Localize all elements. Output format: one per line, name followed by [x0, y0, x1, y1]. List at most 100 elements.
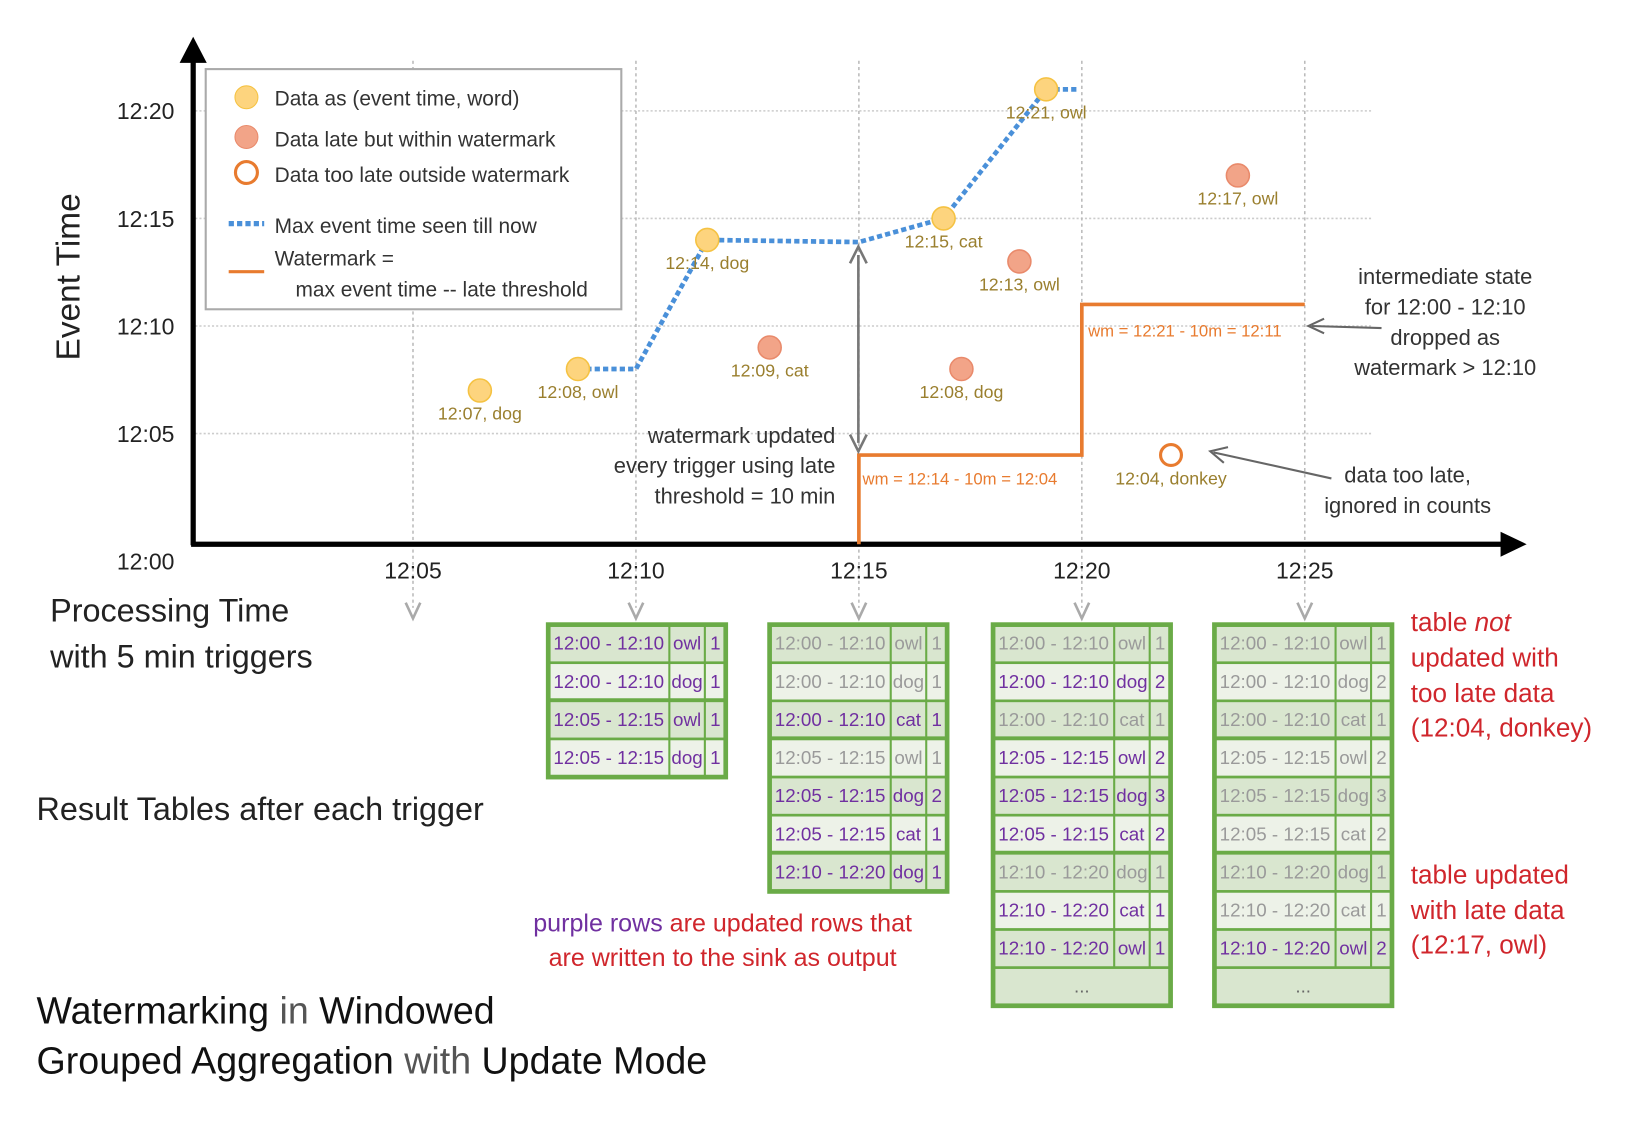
data-point-label: 12:09, cat: [731, 361, 809, 381]
note-not: not: [1475, 607, 1513, 637]
count-cell: 2: [1376, 747, 1386, 768]
count-cell: 1: [1376, 709, 1386, 730]
x-tick-label: 12:05: [384, 558, 441, 584]
word-cell: cat: [896, 709, 922, 730]
count-cell: 1: [931, 671, 941, 692]
data-point-late: [949, 356, 974, 382]
table-row: 12:10 - 12:20 owl 1: [991, 928, 1172, 969]
window-cell: 12:10 - 12:20: [1220, 861, 1331, 882]
count-cell: 2: [1155, 823, 1165, 844]
count-cell: 1: [1155, 709, 1165, 730]
window-cell: 12:05 - 12:15: [553, 747, 664, 768]
word-cell: cat: [896, 823, 922, 844]
word-cell: owl: [1118, 747, 1146, 768]
table-row: 12:05 - 12:15 dog 3: [1213, 775, 1394, 817]
x-axis-arrow-icon: [1500, 531, 1527, 557]
y-tick-label: 12:20: [117, 98, 174, 124]
data-point-late: [1007, 249, 1032, 274]
table-row: 12:05 - 12:15 cat 1: [768, 813, 949, 856]
word-cell: owl: [1339, 747, 1367, 768]
table-border: [767, 622, 950, 894]
table-row: 12:10 - 12:20 dog 1: [991, 852, 1172, 893]
count-cell: 1: [1155, 899, 1165, 920]
word-cell: dog: [671, 671, 702, 692]
window-cell: 12:00 - 12:10: [1220, 709, 1331, 730]
note-a: table: [1411, 607, 1475, 637]
word-cell: owl: [1118, 633, 1146, 654]
watermark-update-annotation: watermark updated every trigger using la…: [614, 243, 868, 509]
count-cell: 1: [1376, 899, 1386, 920]
window-cell: 12:00 - 12:10: [553, 671, 664, 692]
updated-note: table updated with late data (12:17, owl…: [1410, 860, 1569, 960]
title-line-2: Grouped Aggregation with Update Mode: [37, 1040, 708, 1082]
data-point-label: 12:13, owl: [979, 275, 1060, 295]
table-border: [990, 622, 1173, 1009]
x-axis-label-2: with 5 min triggers: [49, 638, 313, 674]
window-cell: 12:05 - 12:15: [1220, 823, 1331, 844]
purple-rows-rest: are updated rows that: [663, 910, 912, 938]
count-cell: 1: [931, 747, 941, 768]
table-row: 12:00 - 12:10 cat 1: [1213, 699, 1394, 742]
data-point-on_time: [467, 378, 493, 403]
window-cell: 12:00 - 12:10: [1220, 633, 1331, 654]
max-event-time-line: [577, 87, 1078, 372]
count-cell: 1: [710, 671, 720, 692]
data-point-too_late: [1158, 443, 1184, 468]
result-table-12:10: 12:00 - 12:10 owl 112:00 - 12:10 dog 112:05 …: [545, 622, 729, 780]
table-row: 12:00 - 12:10 dog 2: [1213, 661, 1394, 703]
intermediate-line-2: for 12:00 - 12:10: [1365, 294, 1526, 319]
window-cell: 12:10 - 12:20: [998, 899, 1109, 920]
window-cell: 12:00 - 12:10: [553, 633, 664, 654]
window-cell: 12:10 - 12:20: [1220, 899, 1331, 920]
window-cell: 12:10 - 12:20: [775, 861, 886, 882]
watermark-label-2: wm = 12:21 - 10m = 12:11: [1087, 321, 1282, 340]
legend-max-line: Max event time seen till now: [275, 215, 538, 238]
updated-line-2: with late data: [1410, 895, 1565, 925]
word-cell: owl: [894, 633, 922, 654]
title-e: with: [394, 1040, 482, 1082]
result-table-12:20: 12:00 - 12:10 owl 112:00 - 12:10 dog 212:00 …: [990, 622, 1173, 1009]
word-cell: owl: [1118, 938, 1146, 959]
result-table-12:25: 12:00 - 12:10 owl 112:00 - 12:10 dog 212:00 …: [1212, 622, 1395, 1009]
word-cell: dog: [893, 671, 924, 692]
count-cell: 2: [1376, 823, 1386, 844]
count-cell: 1: [710, 633, 720, 654]
data-point-late: [1225, 163, 1251, 188]
trigger-arrow-icon: [404, 602, 422, 622]
window-cell: 12:05 - 12:15: [775, 747, 886, 768]
word-cell: cat: [1119, 823, 1145, 844]
data-point-label: 12:07, dog: [438, 404, 522, 424]
window-cell: 12:05 - 12:15: [998, 785, 1109, 806]
y-tick-label: 12:15: [117, 206, 174, 232]
window-cell: 12:00 - 12:10: [998, 671, 1109, 692]
on-time-marker-icon: [234, 85, 259, 110]
x-tick-label: 12:15: [830, 558, 887, 584]
table-row: 12:05 - 12:15 dog 3: [991, 775, 1172, 817]
window-cell: 12:05 - 12:15: [775, 823, 886, 844]
intermediate-line-4: watermark > 12:10: [1353, 355, 1536, 380]
wm-updated-line-2: every trigger using late: [614, 453, 836, 478]
window-cell: 12:10 - 12:20: [1220, 938, 1331, 959]
data-point-label: 12:17, owl: [1197, 189, 1278, 209]
word-cell: owl: [894, 747, 922, 768]
table-row-bg: [991, 775, 1172, 817]
not-updated-note: table not updated with too late data (12…: [1411, 607, 1592, 742]
updated-line-3: (12:17, owl): [1411, 930, 1547, 960]
window-cell: 12:05 - 12:15: [1220, 747, 1331, 768]
y-axis-arrow-icon: [179, 36, 207, 63]
table-row: 12:05 - 12:15 cat 2: [1213, 813, 1394, 856]
count-cell: 1: [931, 823, 941, 844]
y-tick-label: 12:10: [117, 313, 174, 339]
window-cell: 12:05 - 12:15: [998, 823, 1109, 844]
trigger-arrow-icon: [1296, 602, 1314, 622]
window-cell: 12:10 - 12:20: [998, 938, 1109, 959]
data-point-on_time: [565, 356, 591, 382]
svg-text:table not: table not: [1411, 607, 1513, 637]
note-line-4: (12:04, donkey): [1411, 712, 1592, 742]
window-cell: 12:05 - 12:15: [998, 747, 1109, 768]
table-row: 12:00 - 12:10 dog 1: [546, 661, 728, 704]
window-cell: 12:05 - 12:15: [775, 785, 886, 806]
table-row: 12:00 - 12:10 cat 1: [991, 699, 1172, 742]
data-point-label: 12:04, donkey: [1115, 468, 1227, 488]
